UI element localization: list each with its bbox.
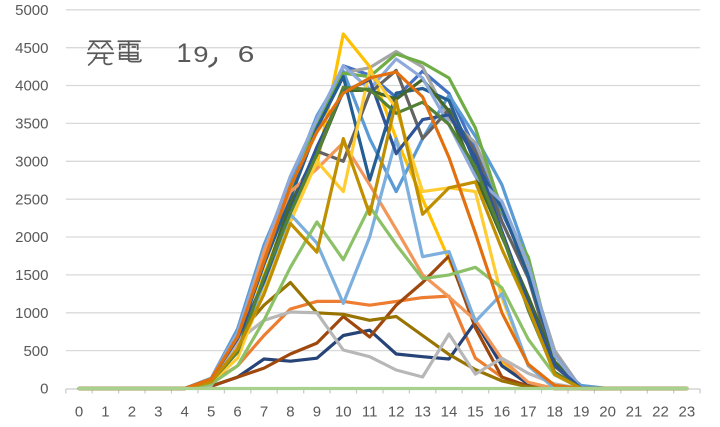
svg-text:8: 8 bbox=[286, 404, 294, 421]
svg-text:2500: 2500 bbox=[15, 191, 48, 208]
svg-text:3000: 3000 bbox=[15, 154, 48, 171]
svg-text:4000: 4000 bbox=[15, 78, 48, 95]
svg-text:5000: 5000 bbox=[15, 2, 48, 19]
svg-text:22: 22 bbox=[652, 404, 669, 421]
svg-text:12: 12 bbox=[388, 404, 405, 421]
svg-text:11: 11 bbox=[362, 404, 378, 421]
svg-text:18: 18 bbox=[546, 404, 563, 421]
svg-text:17: 17 bbox=[520, 404, 537, 421]
svg-text:14: 14 bbox=[441, 404, 458, 421]
svg-text:5: 5 bbox=[207, 404, 215, 421]
svg-text:7: 7 bbox=[260, 404, 268, 421]
svg-text:0: 0 bbox=[75, 404, 83, 421]
svg-text:6: 6 bbox=[233, 404, 241, 421]
svg-text:4500: 4500 bbox=[15, 40, 48, 57]
svg-text:21: 21 bbox=[626, 404, 643, 421]
svg-text:20: 20 bbox=[599, 404, 616, 421]
svg-text:13: 13 bbox=[414, 404, 431, 421]
svg-text:10: 10 bbox=[335, 404, 352, 421]
svg-text:1: 1 bbox=[101, 404, 109, 421]
svg-text:1000: 1000 bbox=[15, 305, 48, 322]
svg-text:16: 16 bbox=[494, 404, 511, 421]
svg-text:0: 0 bbox=[40, 381, 48, 398]
svg-text:4: 4 bbox=[181, 404, 189, 421]
svg-text:15: 15 bbox=[467, 404, 484, 421]
svg-text:1: 1 bbox=[177, 38, 192, 68]
svg-text:9: 9 bbox=[313, 404, 321, 421]
svg-text:9: 9 bbox=[193, 42, 208, 67]
svg-text:6: 6 bbox=[238, 41, 255, 67]
svg-text:3500: 3500 bbox=[15, 116, 48, 133]
svg-text:500: 500 bbox=[23, 343, 48, 360]
svg-text:23: 23 bbox=[679, 404, 696, 421]
svg-text:3: 3 bbox=[154, 404, 162, 421]
svg-text:2000: 2000 bbox=[15, 229, 48, 246]
svg-text:2: 2 bbox=[128, 404, 136, 421]
svg-text:1500: 1500 bbox=[15, 267, 48, 284]
svg-text:19: 19 bbox=[573, 404, 590, 421]
